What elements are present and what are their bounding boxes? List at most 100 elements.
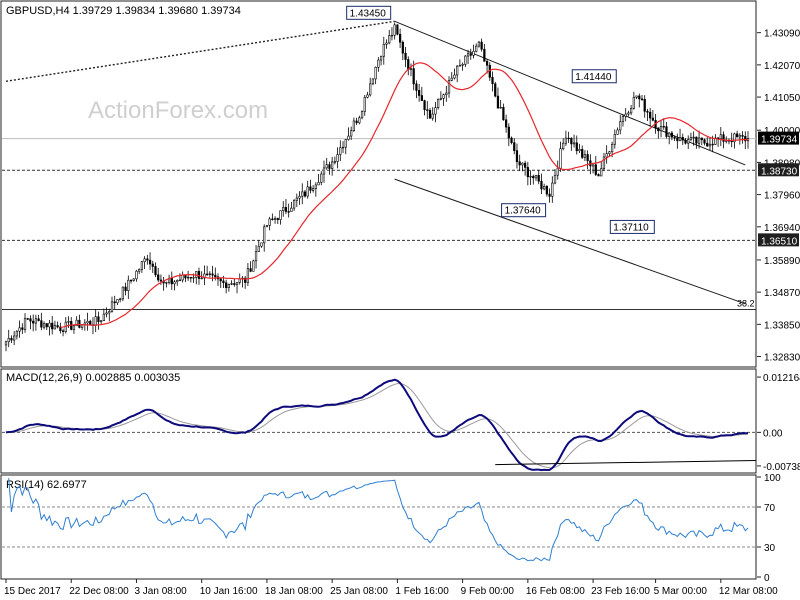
candle-body bbox=[233, 283, 236, 285]
candle-body bbox=[708, 143, 712, 147]
candle-body bbox=[643, 99, 646, 112]
swing-label: 1.37110 bbox=[613, 222, 649, 233]
x-tick-label: 22 Dec 08:00 bbox=[69, 586, 129, 597]
candle-body bbox=[214, 274, 217, 278]
candle-body bbox=[581, 149, 584, 158]
candle-body bbox=[684, 139, 687, 144]
candle-body bbox=[29, 318, 32, 322]
candle-body bbox=[173, 281, 176, 285]
candle-body bbox=[102, 313, 105, 321]
candle-body bbox=[45, 323, 48, 328]
candle-body bbox=[279, 210, 282, 220]
ma-line bbox=[60, 62, 749, 329]
price-tick-label: 1.33850 bbox=[764, 320, 800, 331]
candle-body bbox=[616, 129, 619, 135]
candle-body bbox=[86, 320, 89, 324]
candle-body bbox=[665, 126, 668, 137]
candle-body bbox=[298, 195, 301, 199]
candle-body bbox=[113, 301, 116, 304]
candle-body bbox=[439, 98, 442, 100]
candle-body bbox=[401, 41, 404, 54]
candle-body bbox=[556, 167, 559, 176]
candle-body bbox=[271, 218, 274, 220]
candle-body bbox=[132, 278, 135, 281]
candle-body bbox=[572, 142, 576, 145]
candle-body bbox=[594, 164, 597, 175]
candle-body bbox=[670, 132, 674, 138]
candle-body bbox=[714, 137, 717, 145]
level-price-tag bbox=[758, 163, 799, 177]
candle-body bbox=[154, 266, 157, 276]
candle-body bbox=[385, 42, 388, 45]
candle-body bbox=[121, 286, 124, 300]
candle-body bbox=[350, 130, 353, 137]
candle-body bbox=[263, 226, 266, 244]
price-tick-label: 1.36940 bbox=[764, 223, 800, 234]
candle-body bbox=[646, 111, 649, 113]
candle-body bbox=[480, 41, 483, 50]
candle-body bbox=[553, 174, 557, 184]
candle-body bbox=[540, 180, 543, 190]
candle-body bbox=[700, 137, 703, 141]
candle-body bbox=[151, 263, 154, 267]
candle-body bbox=[203, 273, 206, 279]
candle-body bbox=[600, 168, 603, 177]
rsi-panel: RSI(14) 62.6977 100 70 30 0 bbox=[0, 473, 781, 584]
candle-body bbox=[736, 133, 739, 138]
candle-body bbox=[276, 218, 279, 220]
candle-body bbox=[562, 142, 565, 150]
price-tick-label: 1.42070 bbox=[764, 61, 800, 72]
candle-body bbox=[265, 225, 269, 228]
candle-body bbox=[40, 320, 43, 328]
candle-body bbox=[602, 156, 606, 169]
candle-body bbox=[295, 197, 298, 201]
candle-body bbox=[189, 276, 192, 279]
candle-body bbox=[119, 298, 122, 301]
candle-body bbox=[105, 312, 108, 315]
candle-body bbox=[21, 327, 24, 330]
candle-body bbox=[53, 325, 57, 330]
level-price-tag bbox=[758, 233, 799, 247]
candle-body bbox=[148, 259, 152, 265]
candle-body bbox=[635, 95, 638, 98]
candle-body bbox=[586, 154, 589, 162]
candle-body bbox=[521, 162, 524, 166]
candle-body bbox=[597, 174, 600, 177]
candle-body bbox=[56, 325, 59, 328]
candle-body bbox=[741, 135, 744, 137]
candle-body bbox=[157, 274, 160, 281]
candle-body bbox=[507, 126, 510, 139]
candle-body bbox=[328, 164, 331, 169]
x-tick-label: 9 Feb 00:00 bbox=[461, 586, 515, 597]
candle-body bbox=[67, 321, 70, 323]
level-price-label: 1.36510 bbox=[761, 236, 798, 247]
candle-body bbox=[619, 121, 622, 131]
candle-body bbox=[418, 90, 421, 96]
candle-body bbox=[428, 109, 432, 119]
candle-body bbox=[420, 95, 423, 101]
candle-body bbox=[499, 106, 502, 109]
macd-panel: MACD(12,26,9) 0.002885 0.003035 0.012164… bbox=[0, 368, 800, 474]
candle-body bbox=[719, 134, 722, 140]
candle-body bbox=[608, 151, 611, 154]
candle-body bbox=[475, 45, 478, 52]
candle-body bbox=[390, 34, 394, 37]
candle-body bbox=[526, 167, 529, 178]
candle-body bbox=[100, 320, 103, 323]
candle-body bbox=[34, 318, 38, 324]
price-tick-label: 1.37960 bbox=[764, 191, 800, 202]
macd-y-axis: 0.012164 0.00 -0.007384 bbox=[757, 373, 800, 473]
candle-body bbox=[404, 52, 407, 60]
swing-label: 1.43450 bbox=[350, 8, 387, 19]
candle-body bbox=[382, 43, 385, 57]
candle-body bbox=[502, 106, 505, 121]
candle-body bbox=[504, 119, 508, 128]
candle-body bbox=[89, 320, 92, 326]
candle-body bbox=[290, 207, 293, 212]
candle-body bbox=[222, 280, 225, 284]
macd-signal-line bbox=[5, 382, 749, 469]
candle-body bbox=[638, 95, 641, 100]
swing-label-box bbox=[571, 69, 617, 84]
candle-body bbox=[564, 137, 568, 144]
candle-body bbox=[668, 132, 671, 137]
